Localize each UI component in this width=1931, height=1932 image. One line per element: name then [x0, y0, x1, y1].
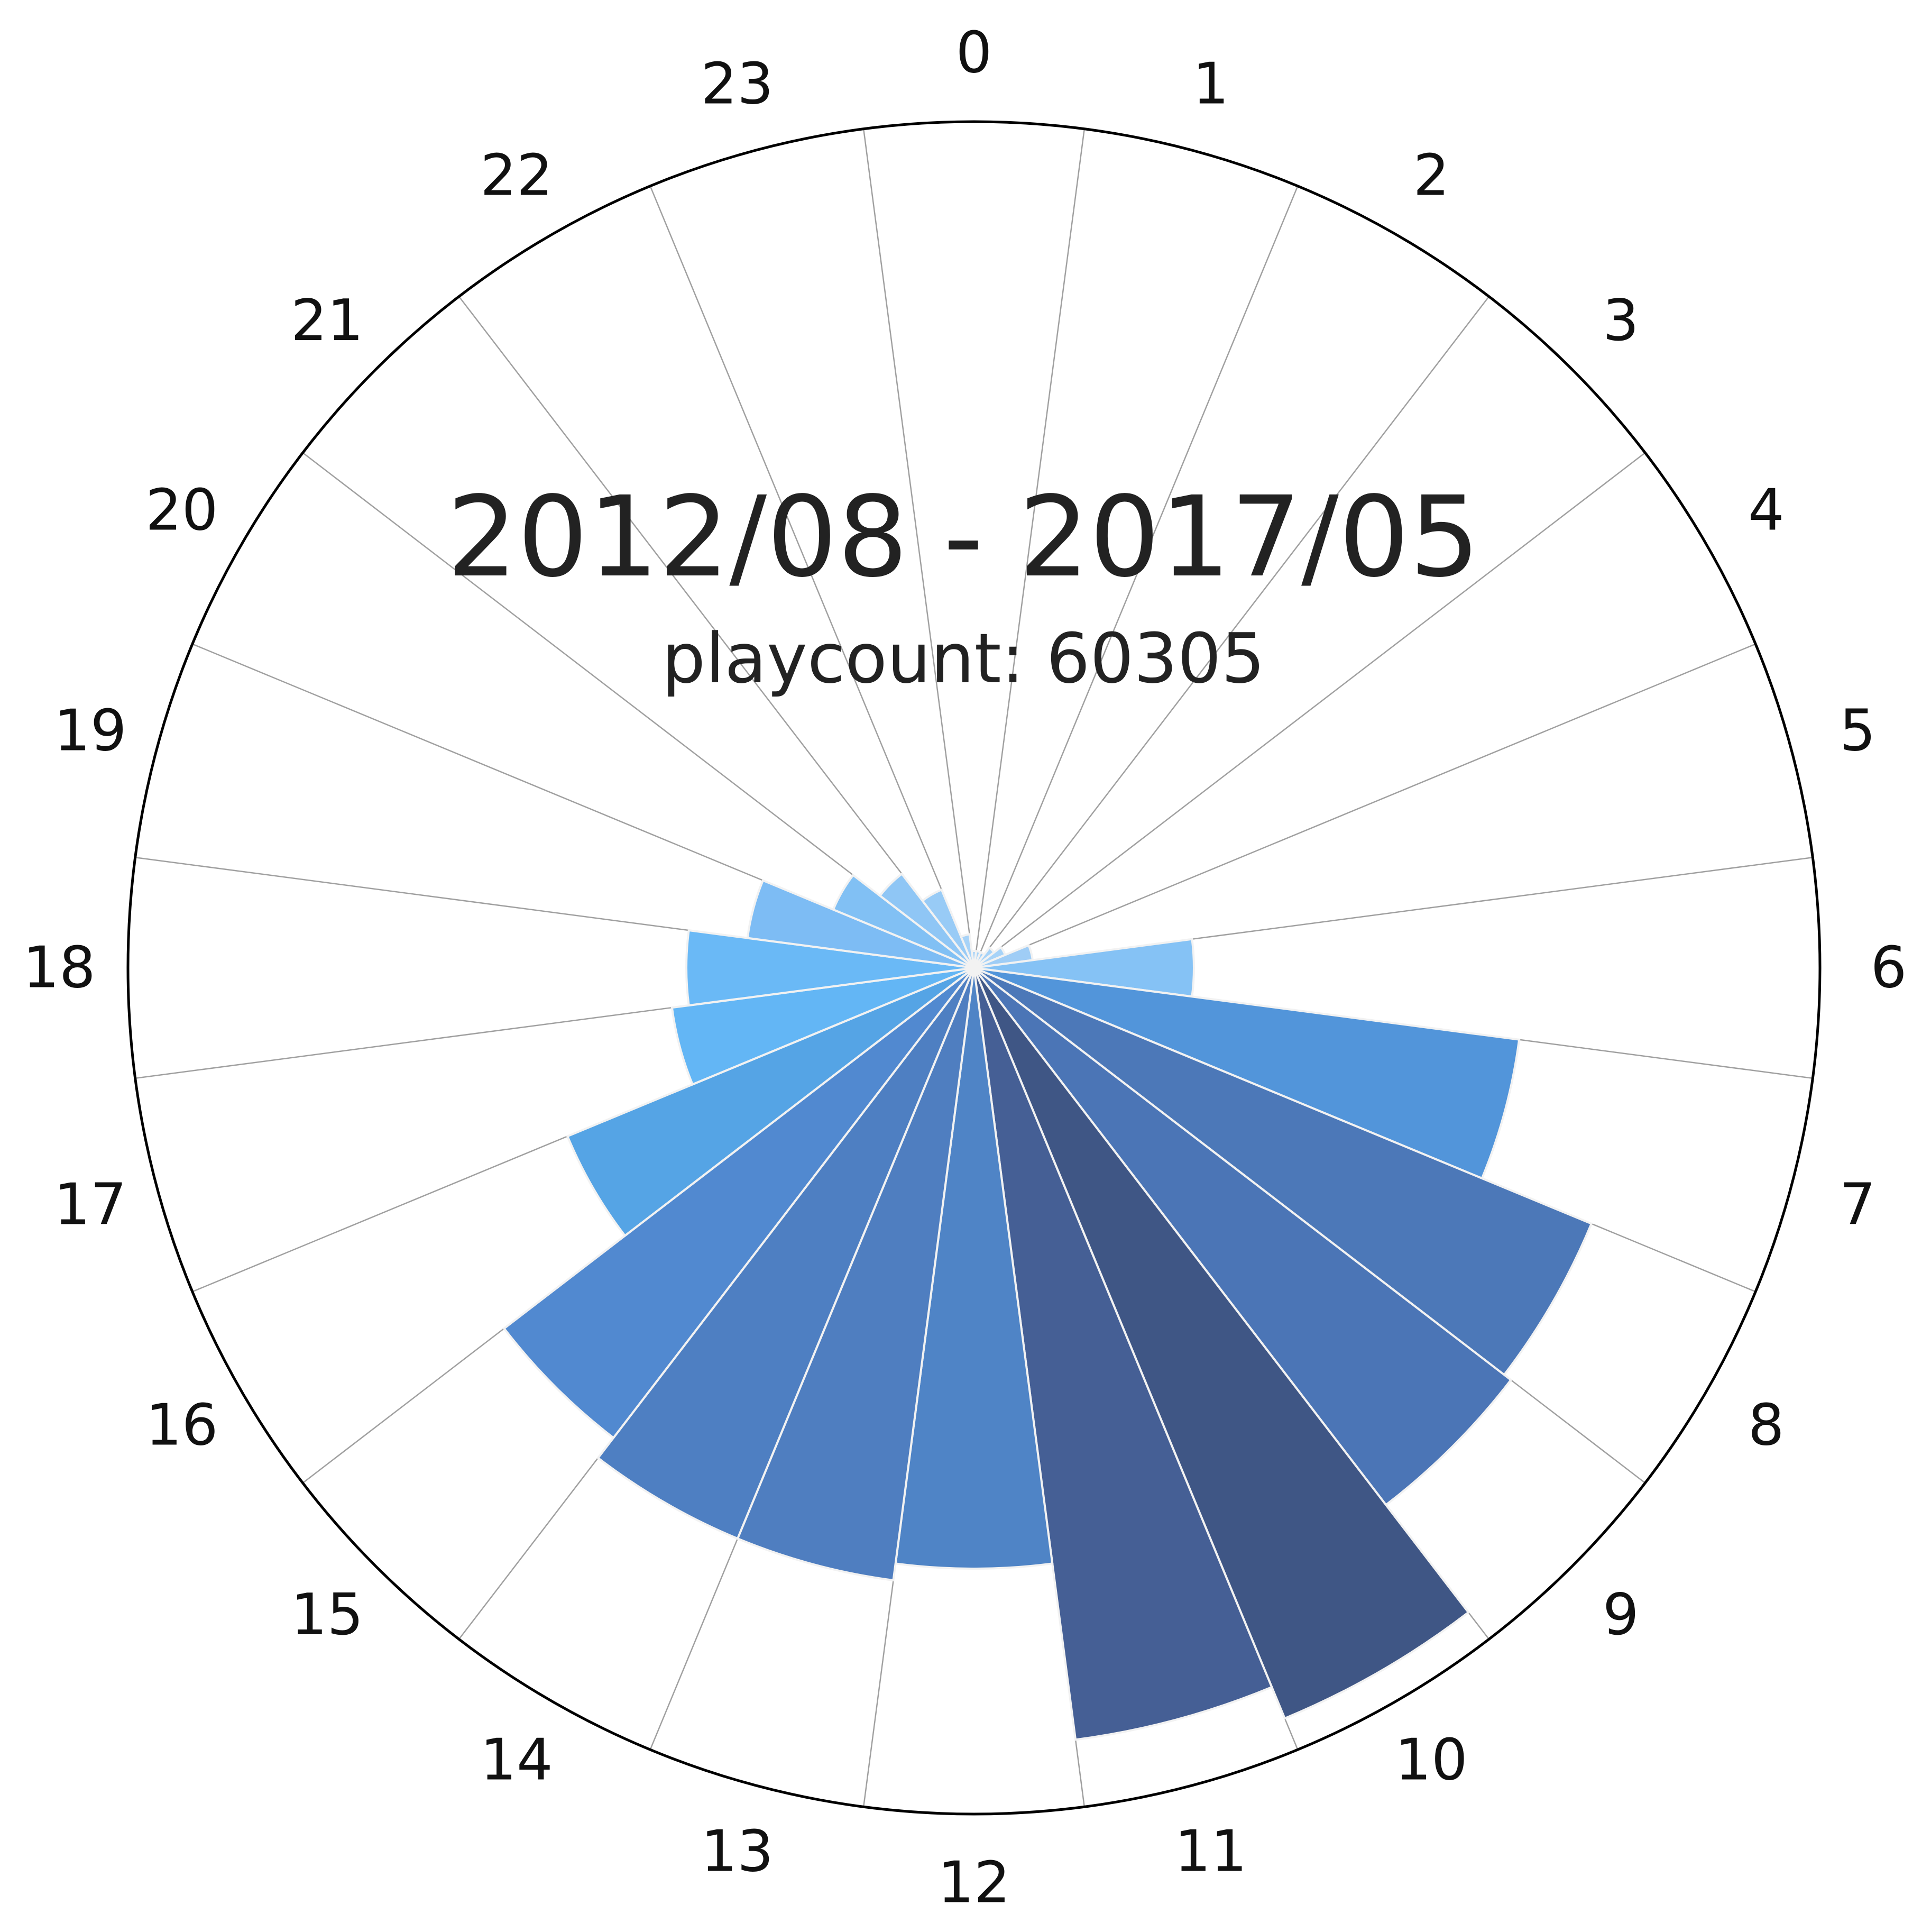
bar-hour-18	[685, 929, 974, 1007]
bar-hour-12	[894, 967, 1054, 1570]
hour-label-16: 16	[145, 1393, 218, 1459]
gridline-4	[973, 452, 1646, 968]
bar-hour-22	[921, 888, 975, 969]
hour-label-21: 21	[291, 288, 363, 354]
hour-label-18: 18	[23, 935, 95, 1001]
hour-label-19: 19	[54, 698, 126, 764]
bar-hour-21	[878, 872, 975, 969]
gridline-2	[973, 186, 1299, 968]
gridline-3	[973, 296, 1489, 968]
hour-label-8: 8	[1748, 1393, 1785, 1459]
hour-label-6: 6	[1871, 935, 1907, 1001]
bar-hour-17	[670, 967, 974, 1086]
bar-hour-11	[973, 967, 1273, 1741]
bar-hour-13	[736, 967, 975, 1582]
bar-hour-10	[973, 967, 1470, 1720]
hour-label-0: 0	[956, 20, 992, 86]
outer-axis-circle	[126, 120, 1822, 1816]
hour-label-9: 9	[1603, 1582, 1639, 1648]
bars	[502, 872, 1593, 1741]
hour-label-1: 1	[1192, 51, 1229, 117]
hour-label-7: 7	[1840, 1171, 1876, 1238]
hour-label-15: 15	[291, 1582, 363, 1648]
hour-label-14: 14	[480, 1727, 553, 1793]
hour-label-3: 3	[1603, 288, 1639, 354]
chart-subtitle: playcount: 60305	[662, 618, 1265, 699]
bar-hour-8	[973, 967, 1593, 1377]
bar-hour-23	[959, 933, 975, 968]
hour-label-10: 10	[1395, 1727, 1467, 1793]
bar-hour-16	[566, 967, 975, 1238]
hour-label-11: 11	[1174, 1819, 1247, 1885]
gridline-0	[862, 129, 975, 968]
hour-label-17: 17	[54, 1171, 126, 1238]
hour-label-13: 13	[701, 1819, 773, 1885]
hour-label-4: 4	[1748, 478, 1785, 544]
bar-hour-15	[502, 967, 975, 1440]
hour-label-2: 2	[1413, 142, 1450, 208]
gridline-23	[649, 186, 975, 968]
hour-label-22: 22	[480, 142, 553, 208]
bar-hour-9	[973, 967, 1513, 1507]
hour-label-20: 20	[145, 478, 218, 544]
gridline-1	[973, 129, 1086, 968]
hour-label-12: 12	[937, 1850, 1010, 1916]
bar-hour-20	[832, 873, 975, 969]
gridline-22	[458, 296, 974, 968]
hour-label-23: 23	[701, 51, 773, 117]
bar-hour-7	[973, 967, 1521, 1180]
bar-hour-14	[596, 967, 975, 1540]
bar-hour-19	[746, 879, 974, 969]
chart-title: 2012/08 - 2017/05	[447, 472, 1480, 602]
hour-label-5: 5	[1840, 698, 1876, 764]
gridline-5	[973, 643, 1756, 969]
